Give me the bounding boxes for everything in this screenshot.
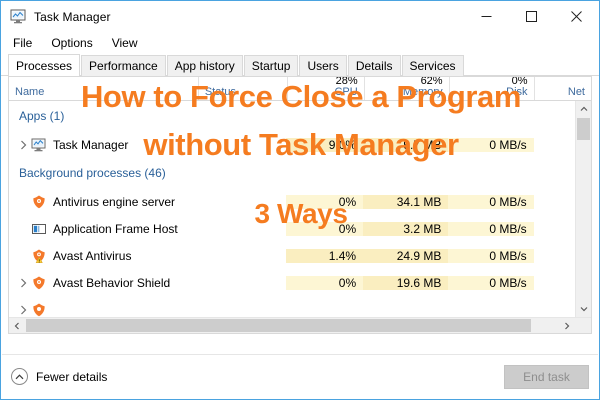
avast-icon	[31, 275, 47, 291]
row-disk-cell: 0 MB/s	[448, 137, 534, 152]
row-name-cell: Avast Behavior Shield	[9, 275, 198, 291]
table-row[interactable]: Application Frame Host 0% 3.2 MB 0 MB/s	[9, 215, 591, 242]
row-cpu-cell: 1.4%	[285, 248, 364, 263]
close-icon[interactable]	[554, 1, 599, 32]
monitor-icon	[31, 137, 47, 153]
scroll-right-icon[interactable]	[559, 318, 575, 333]
column-header-cpu[interactable]: 28% CPU	[288, 77, 365, 100]
column-header-network[interactable]: Net	[567, 86, 585, 98]
row-cpu-cell: 0%	[285, 221, 364, 236]
row-name-cell	[9, 302, 198, 318]
tab-users[interactable]: Users	[299, 55, 347, 76]
tab-app-history[interactable]: App history	[166, 55, 243, 76]
column-header-disk[interactable]: 0% Disk	[450, 77, 535, 100]
row-name-cell: Task Manager	[9, 137, 198, 153]
tab-startup[interactable]: Startup	[243, 55, 299, 76]
scroll-down-icon[interactable]	[576, 301, 591, 317]
row-name-cell: Avast Antivirus	[9, 248, 198, 264]
table-row[interactable]	[9, 296, 591, 317]
row-cpu-cell: 9.0%	[285, 137, 364, 152]
table-row[interactable]: Task Manager 9.0% 9.7 MB 0 MB/s	[9, 131, 591, 158]
window-controls	[464, 1, 599, 32]
process-name: Avast Antivirus	[53, 248, 132, 263]
menu-item-file[interactable]: File	[13, 36, 33, 50]
footer-bar: Fewer details End task	[2, 354, 598, 398]
fewer-details-button[interactable]: Fewer details	[11, 368, 107, 385]
minimize-icon[interactable]	[464, 1, 509, 32]
row-disk-cell: 0 MB/s	[448, 194, 534, 209]
scroll-left-icon[interactable]	[9, 318, 25, 333]
menu-item-view[interactable]: View	[111, 36, 138, 50]
row-disk-cell: 0 MB/s	[448, 248, 534, 263]
end-task-button[interactable]: End task	[504, 364, 589, 389]
app-frame-icon	[31, 221, 47, 237]
row-name-cell: Application Frame Host	[9, 221, 198, 237]
table-header-row: Name Status 28% CPU 62% Memory 0% Disk N…	[9, 77, 591, 101]
cpu-total-pct: 28%	[335, 76, 358, 87]
row-memory-cell: 24.9 MB	[363, 248, 449, 263]
tab-details[interactable]: Details	[347, 55, 401, 76]
chevron-up-icon	[11, 368, 28, 385]
group-header-apps[interactable]: Apps (1)	[19, 109, 65, 123]
row-name-cell: Antivirus engine server	[9, 194, 198, 210]
column-header-name[interactable]: Name	[9, 77, 199, 100]
column-header-status[interactable]: Status	[199, 77, 288, 100]
avast-warning-icon	[31, 248, 47, 264]
row-memory-cell: 19.6 MB	[363, 275, 449, 290]
process-table: Name Status 28% CPU 62% Memory 0% Disk N…	[8, 76, 592, 334]
tab-processes[interactable]: Processes	[8, 54, 81, 76]
task-manager-icon	[10, 9, 26, 24]
horizontal-scrollbar[interactable]	[9, 317, 591, 333]
memory-total-pct: 62%	[420, 76, 443, 87]
title-bar: Task Manager	[1, 1, 599, 32]
chevron-right-icon[interactable]	[15, 278, 31, 288]
row-cpu-cell: 0%	[285, 194, 364, 209]
process-name: Application Frame Host	[53, 221, 178, 236]
scroll-up-icon[interactable]	[576, 101, 591, 117]
process-name: Antivirus engine server	[53, 194, 176, 209]
table-row[interactable]: Antivirus engine server 0% 34.1 MB 0 MB/…	[9, 188, 591, 215]
tab-strip: Processes Performance App history Startu…	[1, 54, 599, 76]
process-name: Avast Behavior Shield	[53, 275, 171, 290]
row-memory-cell: 3.2 MB	[363, 221, 449, 236]
tab-services[interactable]: Services	[401, 55, 464, 76]
horizontal-scrollbar-thumb[interactable]	[26, 319, 531, 332]
row-memory-cell: 34.1 MB	[363, 194, 449, 209]
table-row[interactable]: Avast Behavior Shield 0% 19.6 MB 0 MB/s	[9, 269, 591, 296]
menu-bar: File Options View	[1, 32, 599, 54]
chevron-right-icon[interactable]	[15, 140, 31, 150]
row-disk-cell: 0 MB/s	[448, 221, 534, 236]
table-body: Apps (1) Task M	[9, 101, 591, 317]
table-row[interactable]: Avast Antivirus 1.4% 24.9 MB 0 MB/s	[9, 242, 591, 269]
avast-icon	[31, 194, 47, 210]
avast-icon	[31, 302, 47, 318]
vertical-scrollbar[interactable]	[575, 101, 591, 317]
chevron-right-icon[interactable]	[15, 305, 31, 315]
group-header-background-processes[interactable]: Background processes (46)	[19, 166, 166, 180]
process-name: Task Manager	[53, 137, 129, 152]
window-title: Task Manager	[34, 9, 111, 24]
fewer-details-label: Fewer details	[36, 369, 108, 384]
row-disk-cell: 0 MB/s	[448, 275, 534, 290]
column-header-memory[interactable]: 62% Memory	[365, 77, 450, 100]
tab-performance[interactable]: Performance	[81, 55, 166, 76]
vertical-scrollbar-thumb[interactable]	[577, 118, 590, 140]
row-cpu-cell: 0%	[285, 275, 364, 290]
row-memory-cell: 9.7 MB	[363, 137, 449, 152]
maximize-icon[interactable]	[509, 1, 554, 32]
menu-item-options[interactable]: Options	[51, 36, 93, 50]
disk-total-pct: 0%	[511, 76, 528, 87]
